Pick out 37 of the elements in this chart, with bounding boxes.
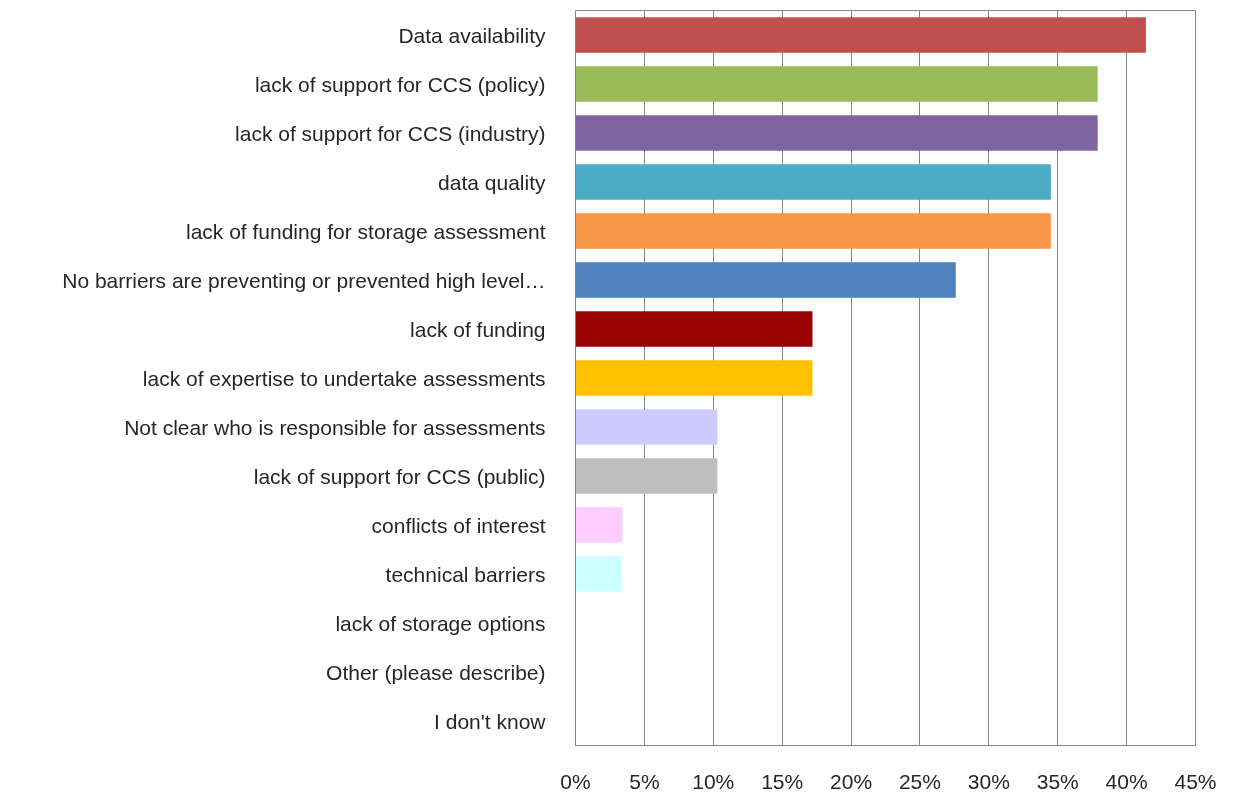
x-tick-label: 40%	[1105, 769, 1148, 793]
x-tick-label: 30%	[967, 769, 1010, 793]
x-tick-label: 0%	[560, 769, 591, 793]
y-tick-label: lack of support for CCS (industry)	[235, 121, 546, 145]
bar	[575, 66, 1098, 102]
bar	[575, 507, 623, 543]
x-tick-label: 10%	[692, 769, 735, 793]
y-tick-label: conflicts of interest	[371, 513, 546, 537]
y-tick-label: data quality	[438, 170, 546, 194]
bar	[575, 556, 623, 592]
y-tick-label: lack of storage options	[335, 611, 546, 635]
x-tick-label: 25%	[898, 769, 941, 793]
y-tick-label: No barriers are preventing or prevented high level…	[62, 268, 546, 292]
y-tick-label: technical barriers	[385, 562, 546, 586]
y-tick-label: lack of support for CCS (policy)	[254, 72, 546, 96]
bar	[575, 311, 813, 347]
y-tick-label: I don't know	[434, 709, 547, 733]
x-tick-label: 35%	[1036, 769, 1079, 793]
bar	[575, 262, 956, 298]
y-tick-label: Data availability	[398, 23, 546, 47]
y-tick-label: lack of funding for storage assessment	[185, 219, 546, 243]
bar	[575, 213, 1051, 249]
y-tick-label: lack of expertise to undertake assessments	[142, 366, 546, 390]
y-tick-label: lack of funding	[410, 317, 546, 341]
bar	[575, 458, 718, 494]
bar	[575, 409, 718, 445]
bar	[575, 115, 1098, 151]
bar	[575, 17, 1146, 53]
y-tick-label: lack of support for CCS (public)	[253, 464, 546, 488]
y-tick-label: Not clear who is responsible for assessments	[124, 415, 546, 439]
x-tick-label: 45%	[1174, 769, 1217, 793]
bar	[575, 164, 1051, 200]
x-tick-label: 15%	[761, 769, 804, 793]
x-tick-label: 20%	[830, 769, 873, 793]
x-tick-label: 5%	[629, 769, 660, 793]
bar	[575, 360, 813, 396]
y-tick-label: Other (please describe)	[326, 660, 546, 684]
